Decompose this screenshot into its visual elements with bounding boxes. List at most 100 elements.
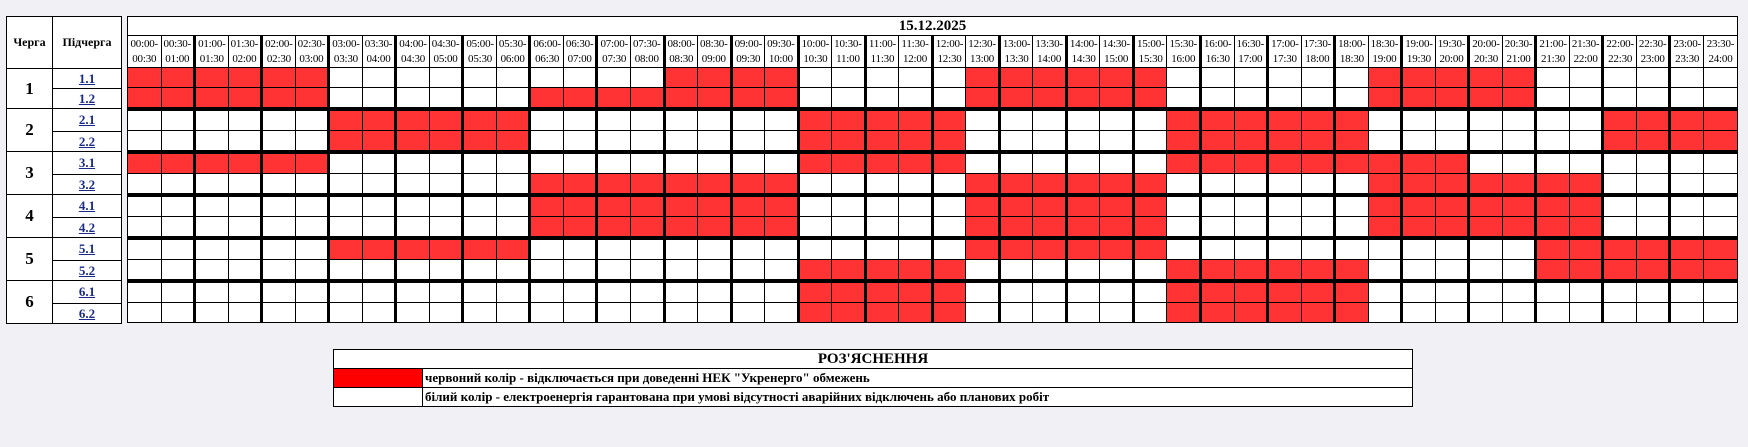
- outage-slot: [1199, 150, 1235, 174]
- power-slot: [729, 236, 766, 260]
- legend-red-swatch: [333, 368, 423, 388]
- power-slot: [394, 87, 430, 110]
- outage-slot: [863, 130, 900, 153]
- time-slot-header: 04:30-05:00: [428, 35, 464, 68]
- outage-slot: [193, 67, 229, 88]
- power-slot: [1131, 302, 1168, 323]
- outage-slot: [697, 87, 732, 110]
- outage-slot: [1333, 279, 1369, 303]
- subqueue-cell: 4.1: [51, 194, 123, 218]
- power-slot: [1233, 173, 1269, 196]
- power-slot: [831, 87, 866, 110]
- outage-slot: [260, 150, 296, 174]
- outage-slot: [361, 107, 397, 131]
- power-slot: [595, 279, 631, 303]
- power-slot: [1032, 279, 1067, 303]
- time-slot-header: 23:30-24:00: [1702, 35, 1739, 68]
- power-slot: [1400, 130, 1436, 153]
- power-slot: [863, 193, 900, 217]
- outage-slot: [1702, 107, 1739, 131]
- power-slot: [227, 107, 263, 131]
- time-slot-header: 19:30-20:00: [1434, 35, 1470, 68]
- outage-slot: [428, 130, 464, 153]
- subqueue-link[interactable]: 2.2: [78, 133, 96, 149]
- power-slot: [260, 107, 296, 131]
- power-slot: [193, 107, 229, 131]
- outage-slot: [1233, 279, 1269, 303]
- power-slot: [1367, 236, 1403, 260]
- outage-slot: [1601, 130, 1637, 153]
- outage-slot: [1601, 236, 1637, 260]
- outage-slot: [1568, 259, 1604, 282]
- power-slot: [461, 216, 497, 239]
- power-slot: [193, 236, 229, 260]
- power-slot: [260, 216, 296, 239]
- power-slot: [1467, 150, 1503, 174]
- subqueue-link[interactable]: 5.2: [78, 262, 96, 278]
- subqueue-link[interactable]: 6.2: [78, 305, 96, 321]
- power-slot: [662, 107, 699, 131]
- outage-slot: [764, 87, 799, 110]
- power-slot: [1601, 173, 1637, 196]
- power-slot: [1534, 302, 1570, 323]
- outage-slot: [831, 259, 866, 282]
- power-slot: [1166, 87, 1201, 110]
- power-slot: [260, 236, 296, 260]
- outage-slot: [595, 87, 631, 110]
- power-slot: [1064, 302, 1101, 323]
- power-slot: [294, 173, 330, 196]
- power-slot: [327, 302, 363, 323]
- power-slot: [1333, 67, 1369, 88]
- subqueue-link[interactable]: 4.2: [78, 219, 96, 235]
- power-slot: [260, 259, 296, 282]
- power-slot: [193, 193, 229, 217]
- power-slot: [461, 87, 497, 110]
- power-slot: [1601, 150, 1637, 174]
- power-slot: [629, 259, 665, 282]
- outage-slot: [898, 279, 933, 303]
- subqueue-link[interactable]: 1.1: [78, 70, 96, 86]
- power-slot: [327, 173, 363, 196]
- power-slot: [629, 107, 665, 131]
- power-slot: [662, 236, 699, 260]
- power-slot: [193, 279, 229, 303]
- power-slot: [796, 173, 833, 196]
- power-slot: [863, 236, 900, 260]
- power-slot: [1300, 87, 1336, 110]
- power-slot: [1501, 107, 1537, 131]
- power-slot: [1131, 107, 1168, 131]
- queue-number: 2: [6, 108, 53, 152]
- subqueue-link[interactable]: 1.2: [78, 90, 96, 106]
- outage-slot: [160, 67, 196, 88]
- power-slot: [1367, 107, 1403, 131]
- power-slot: [662, 130, 699, 153]
- power-slot: [595, 107, 631, 131]
- subqueue-link[interactable]: 2.1: [78, 112, 96, 127]
- subqueue-link[interactable]: 3.1: [78, 155, 96, 170]
- outage-slot: [1367, 150, 1403, 174]
- outage-slot: [1099, 67, 1134, 88]
- power-slot: [863, 67, 900, 88]
- subqueue-link[interactable]: 4.1: [78, 198, 96, 213]
- power-slot: [1064, 259, 1101, 282]
- power-slot: [729, 107, 766, 131]
- outage-slot: [1032, 87, 1067, 110]
- outage-slot: [863, 279, 900, 303]
- outage-slot: [863, 150, 900, 174]
- outage-slot: [1166, 150, 1201, 174]
- subqueue-link[interactable]: 6.1: [78, 284, 96, 299]
- power-slot: [193, 130, 229, 153]
- power-slot: [260, 193, 296, 217]
- outage-slot: [260, 87, 296, 110]
- power-slot: [965, 259, 1000, 282]
- subqueue-link[interactable]: 5.1: [78, 241, 96, 256]
- outage-slot: [831, 150, 866, 174]
- subqueue-link[interactable]: 3.2: [78, 176, 96, 192]
- power-slot: [327, 67, 363, 88]
- outage-slot: [1668, 236, 1704, 260]
- power-slot: [127, 279, 162, 303]
- outage-slot: [1166, 130, 1201, 153]
- outage-slot: [796, 150, 833, 174]
- power-slot: [260, 302, 296, 323]
- power-slot: [1064, 107, 1101, 131]
